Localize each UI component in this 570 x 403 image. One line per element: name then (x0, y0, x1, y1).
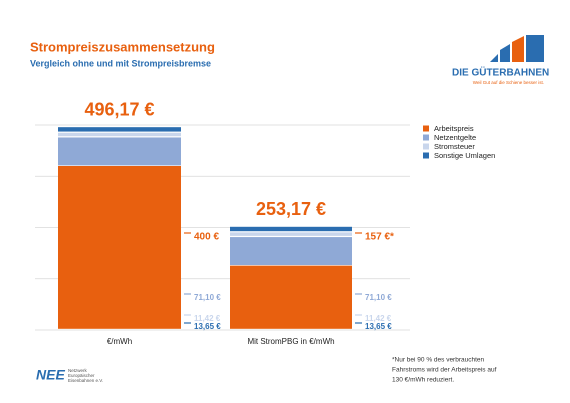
logo-shape (526, 35, 544, 62)
footnote: *Nur bei 90 % des verbrauchten (392, 357, 485, 364)
value-label: 157 €* (365, 232, 394, 243)
logo: DIE GÜTERBAHNEN Weil Gut auf die Schiene… (452, 35, 549, 85)
bar-segment (230, 232, 352, 236)
value-label: 71,10 € (365, 293, 392, 302)
value-label: 11,42 € (365, 314, 392, 323)
logo-name: DIE GÜTERBAHNEN (452, 66, 549, 79)
org-name: Eisenbahnen e.V. (68, 378, 103, 383)
legend-swatch (423, 134, 429, 141)
x-tick-label: €/mWh (107, 337, 132, 346)
legend-swatch (423, 152, 429, 159)
bar-segment (230, 265, 352, 329)
org-logo: NEE (36, 367, 65, 383)
value-label: 71,10 € (194, 293, 221, 302)
bar-segment (58, 166, 181, 329)
value-label: 11,42 € (194, 314, 221, 323)
value-label: 13,65 € (194, 322, 221, 331)
org-name: Netzwerk (68, 368, 88, 373)
chart-subtitle: Vergleich ohne und mit Strompreisbremse (30, 58, 211, 68)
legend-label: Netzentgelte (434, 133, 476, 142)
bar-segment (58, 127, 181, 132)
bar-segment (58, 132, 181, 137)
logo-shape (512, 36, 524, 62)
org-name: Europäischer (68, 373, 95, 378)
legend-swatch (423, 143, 429, 150)
footnote: 130 €/mWh reduziert. (392, 377, 454, 384)
footer: NEE Netzwerk Europäischer Eisenbahnen e.… (36, 357, 497, 384)
bar-segment (58, 137, 181, 166)
total-label: 253,17 € (256, 199, 326, 219)
legend-swatch (423, 125, 429, 132)
legend-label: Arbeitspreis (434, 124, 474, 133)
bar-segment (230, 237, 352, 266)
total-label: 496,17 € (84, 99, 154, 119)
bar-segment (230, 226, 352, 232)
logo-shape (490, 54, 498, 62)
chart-title: Strompreiszusammensetzung (30, 39, 215, 54)
footnote: Fahrstroms wird der Arbeitspreis auf (392, 367, 497, 374)
logo-tagline: Weil Gut auf die Schiene besser ist. (473, 80, 544, 85)
legend-label: Sonstige Umlagen (434, 151, 495, 160)
value-label: 13,65 € (365, 322, 392, 331)
legend-label: Stromsteuer (434, 142, 475, 151)
value-label: 400 € (194, 232, 219, 243)
x-tick-label: Mit StromPBG in €/mWh (247, 337, 334, 346)
logo-shape (500, 44, 510, 62)
